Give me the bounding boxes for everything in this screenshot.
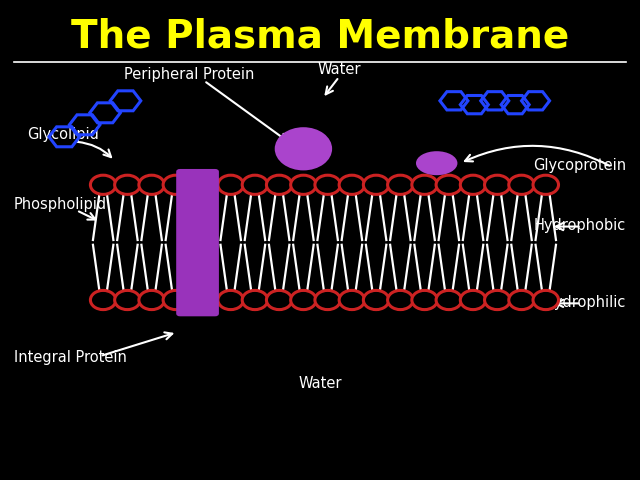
Circle shape: [90, 175, 116, 194]
Circle shape: [139, 290, 164, 310]
Circle shape: [533, 175, 559, 194]
Circle shape: [436, 175, 461, 194]
Circle shape: [388, 290, 413, 310]
Circle shape: [364, 290, 389, 310]
Text: Glycoprotein: Glycoprotein: [533, 158, 626, 173]
Circle shape: [291, 290, 316, 310]
Circle shape: [460, 290, 486, 310]
Text: The Plasma Membrane: The Plasma Membrane: [71, 17, 569, 55]
Text: Hydrophobic: Hydrophobic: [534, 218, 626, 233]
Circle shape: [339, 175, 365, 194]
Text: Water: Water: [317, 62, 361, 77]
Circle shape: [509, 175, 534, 194]
Text: Phospholipid: Phospholipid: [14, 196, 107, 212]
Circle shape: [460, 175, 486, 194]
Ellipse shape: [275, 127, 332, 170]
Circle shape: [509, 290, 534, 310]
Circle shape: [218, 290, 243, 310]
Circle shape: [388, 175, 413, 194]
Circle shape: [266, 175, 292, 194]
Circle shape: [90, 290, 116, 310]
Text: Integral Protein: Integral Protein: [14, 350, 127, 365]
Circle shape: [163, 175, 189, 194]
Circle shape: [484, 175, 510, 194]
Circle shape: [218, 175, 243, 194]
Ellipse shape: [416, 151, 458, 175]
Circle shape: [163, 290, 189, 310]
Text: Hydrophilic: Hydrophilic: [544, 295, 626, 310]
Circle shape: [266, 290, 292, 310]
FancyBboxPatch shape: [176, 169, 219, 316]
Text: Water: Water: [298, 376, 342, 392]
Circle shape: [139, 175, 164, 194]
Circle shape: [315, 290, 340, 310]
Circle shape: [412, 175, 437, 194]
Text: Peripheral Protein: Peripheral Protein: [124, 67, 255, 82]
Text: Glycolipid: Glycolipid: [27, 127, 99, 142]
Circle shape: [484, 290, 510, 310]
Circle shape: [242, 290, 268, 310]
Circle shape: [315, 175, 340, 194]
Circle shape: [242, 175, 268, 194]
Circle shape: [115, 175, 140, 194]
Circle shape: [339, 290, 365, 310]
Circle shape: [436, 290, 461, 310]
Circle shape: [533, 290, 559, 310]
Circle shape: [115, 290, 140, 310]
Circle shape: [364, 175, 389, 194]
Circle shape: [412, 290, 437, 310]
Circle shape: [291, 175, 316, 194]
